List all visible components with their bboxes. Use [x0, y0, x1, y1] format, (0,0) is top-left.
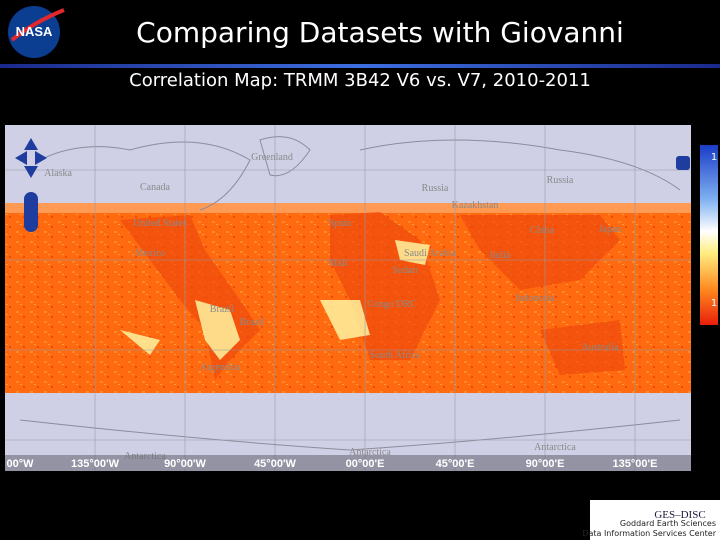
map-label: Japan — [599, 224, 622, 235]
map-label: Spain — [329, 218, 352, 229]
map-label: India — [490, 250, 511, 261]
map-label: Sudan — [393, 265, 418, 276]
pan-control[interactable] — [15, 138, 47, 178]
colorbar-label: 1 — [711, 152, 717, 163]
footer-line: Goddard Earth Sciences — [620, 519, 716, 528]
map-label: Brazil — [210, 304, 235, 315]
x-axis-label: 00°W — [6, 458, 34, 470]
axis-strip — [5, 455, 691, 471]
zoom-control[interactable] — [24, 192, 38, 232]
map-label: Argentina — [200, 362, 240, 373]
x-axis-label: 135°00'W — [71, 458, 120, 470]
coastlines — [19, 136, 681, 451]
x-axis-label: 45°00'E — [436, 458, 475, 470]
subtitle: Correlation Map: TRMM 3B42 V6 vs. V7, 20… — [129, 70, 591, 91]
map-label: Antarctica — [349, 447, 391, 458]
map: Greenland Alaska Canada Russia Russia United … — [5, 125, 691, 471]
low-correlation — [120, 240, 430, 360]
map-label: South Africa — [370, 350, 421, 361]
map-label: Australia — [582, 342, 619, 353]
footer-box — [590, 500, 720, 540]
map-label: United States — [133, 218, 187, 229]
footer-line: Data Information Services Center — [582, 529, 716, 538]
graticule — [5, 125, 691, 471]
nav-controls[interactable] — [15, 138, 690, 232]
map-label: Brazil — [240, 317, 265, 328]
map-label: Saudi Arabia — [404, 248, 456, 259]
map-label: Russia — [547, 175, 574, 186]
map-label: Antarctica — [534, 442, 576, 453]
title: Comparing Datasets with Giovanni — [136, 16, 624, 49]
x-axis-label: 135°00'E — [613, 458, 658, 470]
map-label: Mali — [329, 258, 348, 269]
expand-button[interactable] — [676, 156, 690, 170]
map-label: Congo DRC — [367, 299, 417, 310]
logo-text: NASA — [16, 24, 53, 39]
x-axis-label: 45°00'W — [254, 458, 296, 470]
title-rule — [0, 64, 720, 68]
x-axis-label: 90°00'W — [164, 458, 206, 470]
map-label: Mexico — [135, 248, 166, 259]
map-label: Indonesia — [516, 293, 555, 304]
x-axis-label: 00°00'E — [346, 458, 385, 470]
land-shading — [120, 212, 625, 380]
x-axis-label: 90°00'E — [526, 458, 565, 470]
map-label: Greenland — [251, 152, 293, 163]
logo-swoosh — [10, 8, 65, 42]
map-label: Russia — [422, 183, 449, 194]
colorbar-label: 1 — [711, 298, 717, 309]
map-label: Kazakhstan — [452, 200, 499, 211]
footer-name: GES–DISC — [654, 509, 705, 521]
colorbar-label: 0 — [711, 226, 717, 237]
map-label: Alaska — [44, 168, 72, 179]
map-label: China — [530, 225, 554, 236]
data-band-edge — [5, 203, 691, 213]
map-label: Canada — [140, 182, 171, 193]
colorbar — [700, 145, 718, 325]
